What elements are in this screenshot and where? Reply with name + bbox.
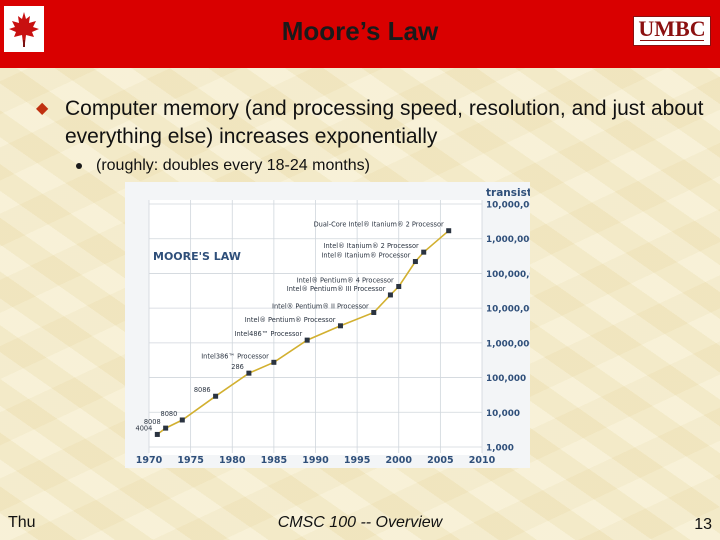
data-label: Intel® Pentium® 4 Processor	[297, 277, 394, 285]
maple-leaf-icon	[9, 12, 39, 47]
y-tick-label: 1,000	[486, 444, 514, 454]
y-tick-label: 100,000	[486, 374, 526, 384]
data-label: Intel486™ Processor	[235, 330, 303, 338]
grid-lines	[148, 200, 483, 453]
bullet-sub-text: (roughly: doubles every 18-24 months)	[96, 157, 370, 174]
series-line	[156, 230, 450, 436]
data-point	[446, 228, 452, 234]
data-point	[163, 425, 169, 431]
y-tick-label: 10,000,000	[486, 305, 530, 315]
y-tick-label: 100,000,000	[486, 270, 530, 280]
title-bar: Moore’s Law UMBC	[0, 0, 720, 68]
x-tick-label: 1990	[302, 455, 329, 466]
data-label: 8086	[194, 386, 211, 394]
data-point	[271, 359, 277, 365]
x-tick-label: 2005	[427, 455, 453, 466]
x-tick-label: 2000	[386, 455, 413, 466]
data-point	[412, 259, 418, 265]
data-label: Intel® Itanium® 2 Processor	[324, 242, 419, 250]
x-tick-label: 1980	[219, 455, 246, 466]
maple-leaf-logo	[4, 6, 44, 52]
data-label: 8008	[144, 418, 161, 426]
data-label: Intel® Itanium® Processor	[321, 252, 410, 260]
data-label: Intel® Pentium® III Processor	[287, 285, 386, 293]
data-label: 4004	[136, 424, 153, 432]
x-tick-label: 1970	[136, 455, 163, 466]
y-tick-label: 1,000,000	[486, 339, 530, 349]
data-label: Intel® Pentium® Processor	[245, 316, 336, 324]
data-point	[371, 309, 377, 315]
series-line-layer	[156, 230, 450, 436]
y-tick-label: 10,000,000,000	[486, 201, 530, 211]
y-tick-labels: 10,000,000,000 1,000,000,000 100,000,000 10…	[486, 201, 563, 454]
x-tick-label: 1995	[344, 455, 370, 466]
data-point	[421, 249, 427, 255]
footer-course: CMSC 100 -- Overview	[277, 514, 443, 531]
umbc-logo-text: UMBC	[638, 15, 706, 41]
dot-bullet-icon	[76, 163, 82, 169]
data-label: 8080	[161, 410, 178, 418]
data-label: 286	[231, 363, 244, 371]
diamond-bullet-icon: ◆	[36, 100, 49, 117]
logo-underline	[640, 39, 704, 44]
data-point	[154, 431, 160, 437]
slide-title: Moore’s Law	[281, 16, 439, 46]
data-point	[179, 417, 185, 423]
data-label: Intel® Pentium® II Processor	[272, 302, 369, 310]
umbc-logo: UMBC	[633, 16, 711, 46]
data-point	[213, 393, 219, 399]
data-point	[387, 292, 393, 298]
x-tick-label: 1975	[177, 455, 203, 466]
data-point	[396, 284, 402, 290]
moores-law-chart: 4004 8008 8080 8086 286 Intel386™ Processor In…	[125, 182, 563, 468]
data-label: Dual-Core Intel® Itanium® 2 Processor	[314, 221, 444, 229]
page-number: 13	[694, 516, 712, 533]
y-axis-label: transistors	[486, 187, 530, 199]
y-tick-label: 1,000,000,000	[486, 235, 530, 245]
data-label: Intel386™ Processor	[201, 352, 269, 360]
data-point	[304, 337, 310, 343]
x-tick-label: 1985	[261, 455, 287, 466]
data-point	[246, 370, 252, 376]
data-point	[337, 323, 343, 329]
x-tick-labels: 1970 1975 1980 1985 1990 1995 2000 2005 2010	[136, 455, 496, 466]
footer-date: Thu	[8, 514, 36, 531]
chart-title: MOORE'S LAW	[153, 250, 241, 263]
y-tick-label: 10,000	[486, 409, 520, 419]
bullet-main-text: Computer memory (and processing speed, r…	[65, 97, 704, 148]
x-tick-label: 2010	[469, 455, 496, 466]
data-points-layer	[154, 228, 452, 437]
